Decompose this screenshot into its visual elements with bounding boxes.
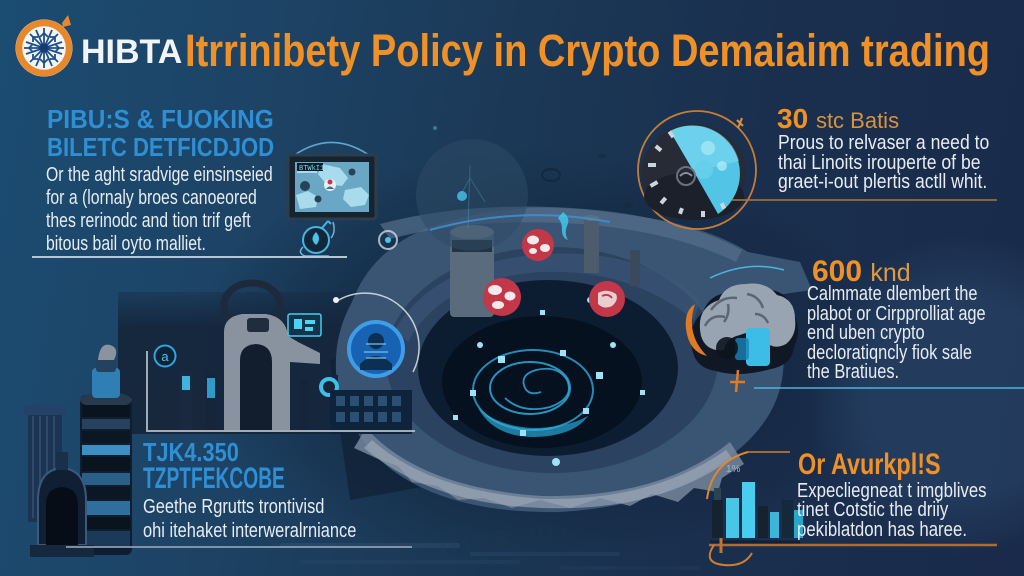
svg-text:BTWkI10: BTWkI10 [299, 165, 328, 173]
svg-text:a: a [161, 349, 169, 364]
svg-text:1%: 1% [726, 464, 741, 475]
